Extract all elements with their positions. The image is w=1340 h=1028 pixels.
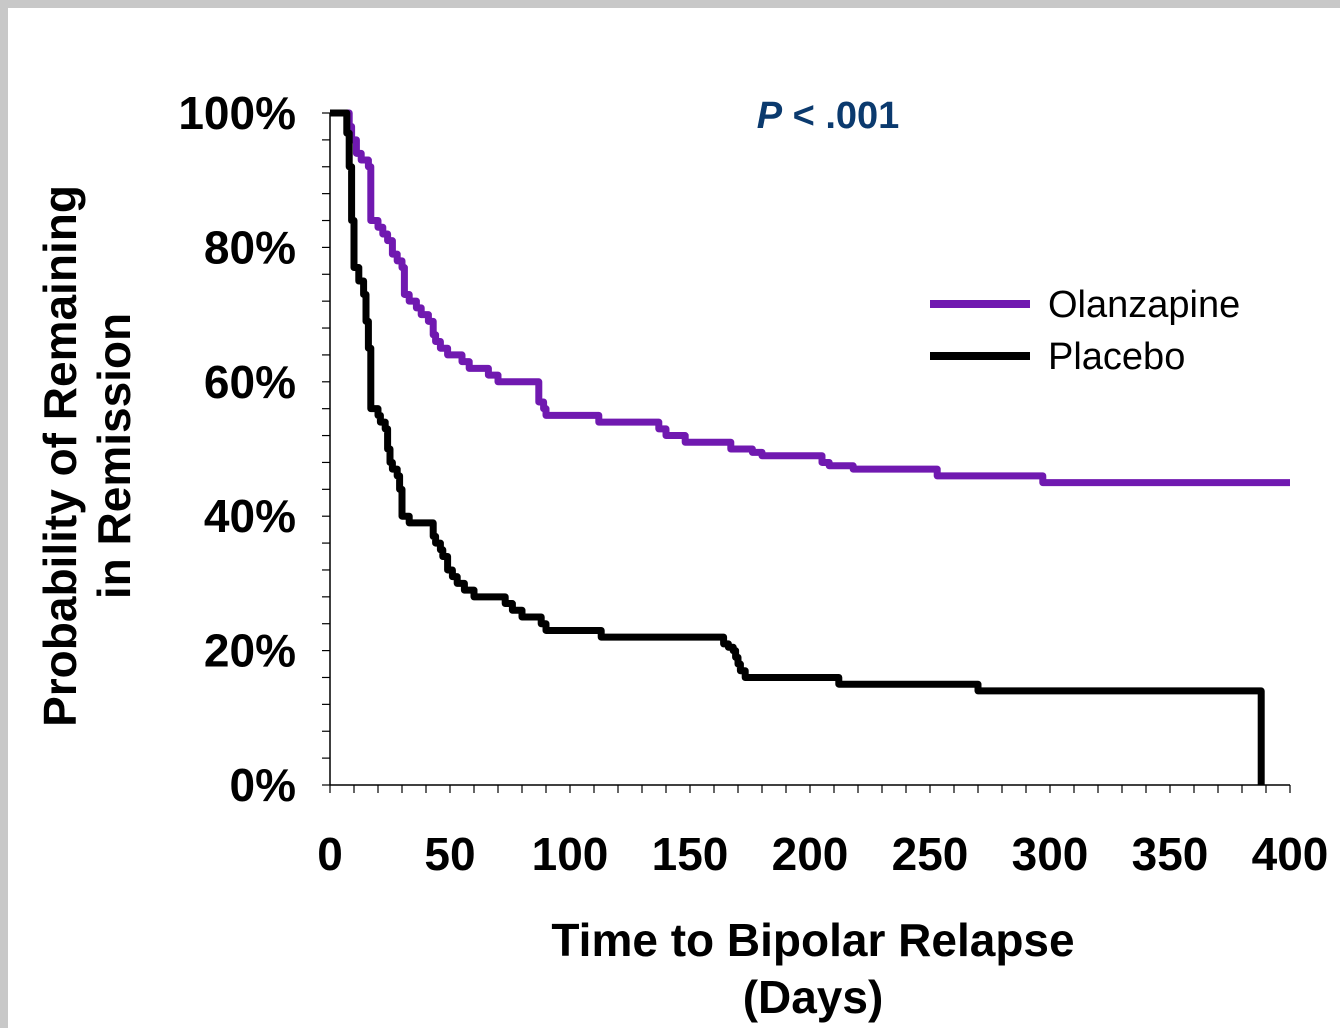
x-tick-label: 100 bbox=[532, 828, 609, 880]
chart-panel: 0 50 100 150 200 250 300 350 400 0% 20% 40% 60% 80% 10… bbox=[8, 8, 1340, 1028]
y-tick-label: 20% bbox=[204, 625, 296, 677]
x-tick-label: 300 bbox=[1012, 828, 1089, 880]
x-tick-label: 350 bbox=[1132, 828, 1209, 880]
series-line-placebo bbox=[330, 109, 1265, 785]
y-tick-label: 0% bbox=[230, 759, 296, 811]
legend: Olanzapine Placebo bbox=[930, 284, 1240, 378]
y-tick-label: 40% bbox=[204, 490, 296, 542]
x-axis-title-line2: (Days) bbox=[743, 971, 884, 1023]
x-tick-label: 200 bbox=[772, 828, 849, 880]
series-layer bbox=[330, 109, 1290, 785]
y-tick-label: 100% bbox=[178, 87, 296, 139]
y-axis-title-line1: Probability of Remaining bbox=[34, 185, 86, 727]
x-tick-label: 250 bbox=[892, 828, 969, 880]
series-line-olanzapine bbox=[330, 109, 1290, 487]
y-axis-title-line2: in Remission bbox=[88, 313, 140, 599]
legend-label-placebo: Placebo bbox=[1048, 336, 1185, 378]
x-tick-label: 50 bbox=[424, 828, 475, 880]
p-value-annotation: P < .001 bbox=[757, 95, 900, 137]
y-tick-label: 80% bbox=[204, 221, 296, 273]
x-tick-label: 400 bbox=[1252, 828, 1329, 880]
x-tick-label: 150 bbox=[652, 828, 729, 880]
x-tick-label: 0 bbox=[317, 828, 343, 880]
axes: 0 50 100 150 200 250 300 350 400 0% 20% 40% 60% 80% 10… bbox=[178, 87, 1328, 880]
y-tick-label: 60% bbox=[204, 356, 296, 408]
x-axis-title-line1: Time to Bipolar Relapse bbox=[551, 914, 1074, 966]
legend-label-olanzapine: Olanzapine bbox=[1048, 284, 1240, 326]
kaplan-meier-chart: 0 50 100 150 200 250 300 350 400 0% 20% 40% 60% 80% 10… bbox=[34, 87, 1328, 1023]
